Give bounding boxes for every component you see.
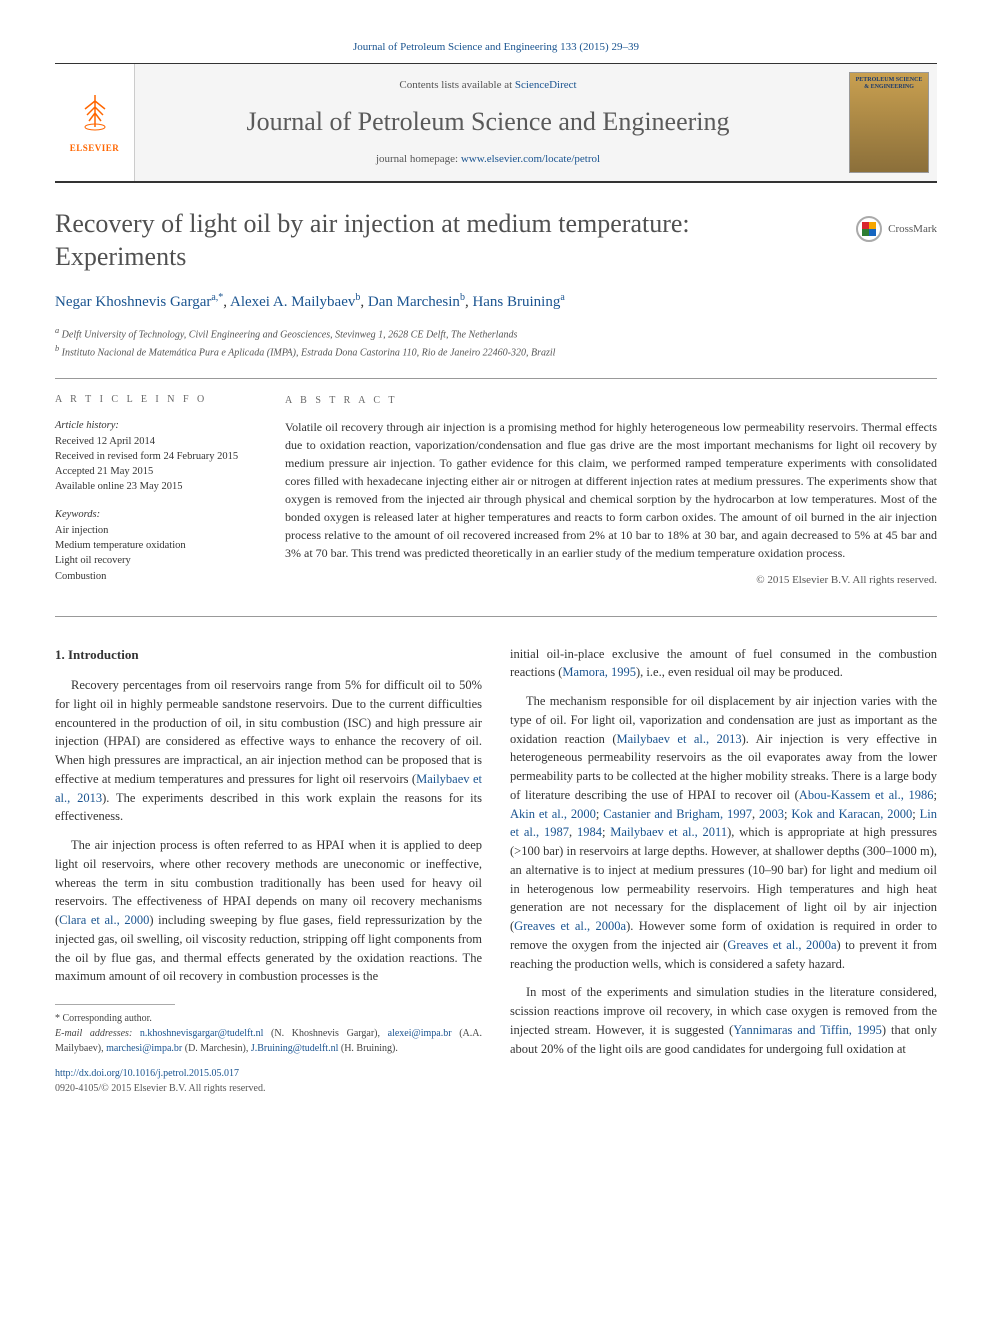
affiliations: a Delft University of Technology, Civil … [55, 325, 937, 360]
footnote-separator [55, 1004, 175, 1005]
right-paragraph-3: In most of the experiments and simulatio… [510, 983, 937, 1058]
header-center: Contents lists available at ScienceDirec… [135, 64, 841, 181]
text-run: , [752, 807, 759, 821]
affiliation-a-text: Delft University of Technology, Civil En… [62, 330, 518, 341]
elsevier-logo: ELSEVIER [55, 64, 135, 181]
name-3: (D. Marchesin), [182, 1043, 251, 1054]
cite-mamora-1995[interactable]: Mamora, 1995 [562, 665, 636, 679]
cite-lin-1984[interactable]: 1984 [577, 825, 602, 839]
left-column: 1. Introduction Recovery percentages fro… [55, 645, 482, 1097]
crossmark-icon [856, 216, 882, 242]
journal-homepage: journal homepage: www.elsevier.com/locat… [376, 152, 600, 167]
email-label: E-mail addresses: [55, 1028, 140, 1039]
text-run: ), which is appropriate at high pressure… [510, 825, 937, 933]
crossmark-label: CrossMark [888, 222, 937, 237]
affiliation-b: b Instituto Nacional de Matemática Pura … [55, 343, 937, 360]
cite-mailybaev-2011[interactable]: Mailybaev et al., 2011 [610, 825, 727, 839]
text-run: ; [934, 788, 937, 802]
text-run: Recovery percentages from oil reservoirs… [55, 678, 482, 786]
journal-cover-thumb: PETROLEUM SCIENCE & ENGINEERING [849, 72, 929, 173]
homepage-prefix: journal homepage: [376, 153, 461, 165]
journal-name: Journal of Petroleum Science and Enginee… [246, 104, 729, 140]
divider [55, 616, 937, 617]
left-paragraph-2: The air injection process is often refer… [55, 836, 482, 986]
right-paragraph-1: initial oil-in-place exclusive the amoun… [510, 645, 937, 683]
keywords-label: Keywords: [55, 507, 255, 522]
email-1[interactable]: n.khoshnevisgargar@tudelft.nl [140, 1028, 263, 1039]
cite-kok-2000[interactable]: Kok and Karacan, 2000 [791, 807, 912, 821]
left-paragraph-1: Recovery percentages from oil reservoirs… [55, 676, 482, 826]
name-4: (H. Bruining). [338, 1043, 397, 1054]
cite-clara-2000[interactable]: Clara et al., 2000 [59, 913, 149, 927]
citation-header: Journal of Petroleum Science and Enginee… [55, 40, 937, 55]
journal-header: ELSEVIER Contents lists available at Sci… [55, 63, 937, 183]
elsevier-label: ELSEVIER [70, 142, 120, 155]
right-paragraph-2: The mechanism responsible for oil displa… [510, 692, 937, 973]
cite-castanier-1997[interactable]: Castanier and Brigham, 1997 [603, 807, 752, 821]
text-run: ), i.e., even residual oil may be produc… [636, 665, 843, 679]
author-sep: , [360, 294, 368, 310]
footnotes: * Corresponding author. E-mail addresses… [55, 1011, 482, 1096]
doi: http://dx.doi.org/10.1016/j.petrol.2015.… [55, 1066, 482, 1081]
elsevier-tree-icon [77, 91, 113, 143]
name-1: (N. Khoshnevis Gargar), [263, 1028, 387, 1039]
keyword-2: Medium temperature oxidation [55, 538, 255, 553]
online: Available online 23 May 2015 [55, 479, 255, 494]
authors-line: Negar Khoshnevis Gargara,*, Alexei A. Ma… [55, 288, 937, 313]
cover-title: PETROLEUM SCIENCE & ENGINEERING [854, 77, 924, 90]
email-3[interactable]: marchesi@impa.br [106, 1043, 182, 1054]
text-run: ; [912, 807, 919, 821]
accepted: Accepted 21 May 2015 [55, 464, 255, 479]
history-label: Article history: [55, 418, 255, 433]
keyword-1: Air injection [55, 523, 255, 538]
abstract: A B S T R A C T Volatile oil recovery th… [285, 393, 937, 596]
cite-greaves-2000a[interactable]: Greaves et al., 2000a [514, 919, 626, 933]
abstract-text: Volatile oil recovery through air inject… [285, 418, 937, 562]
author-4-aff[interactable]: a [560, 292, 564, 303]
contents-prefix: Contents lists available at [399, 79, 514, 91]
text-run: ). The experiments described in this wor… [55, 791, 482, 824]
author-sep: , [223, 294, 230, 310]
issn-copyright: 0920-4105/© 2015 Elsevier B.V. All right… [55, 1081, 482, 1096]
cite-abou-kassem-1986[interactable]: Abou-Kassem et al., 1986 [799, 788, 934, 802]
contents-available: Contents lists available at ScienceDirec… [399, 78, 576, 93]
abstract-heading: A B S T R A C T [285, 393, 937, 408]
email-4[interactable]: J.Bruining@tudelft.nl [251, 1043, 339, 1054]
right-column: initial oil-in-place exclusive the amoun… [510, 645, 937, 1097]
cite-greaves-2000a-2[interactable]: Greaves et al., 2000a [727, 938, 836, 952]
author-1[interactable]: Negar Khoshnevis Gargar [55, 294, 211, 310]
article-info-heading: A R T I C L E I N F O [55, 393, 255, 408]
crossmark-badge[interactable]: CrossMark [856, 216, 937, 242]
affiliation-a: a Delft University of Technology, Civil … [55, 325, 937, 342]
section-1-heading: 1. Introduction [55, 645, 482, 665]
email-addresses: E-mail addresses: n.khoshnevisgargar@tud… [55, 1026, 482, 1056]
sciencedirect-link[interactable]: ScienceDirect [515, 79, 577, 91]
corresponding-author: * Corresponding author. [55, 1011, 482, 1026]
divider [55, 378, 937, 379]
keyword-3: Light oil recovery [55, 553, 255, 568]
cite-mailybaev-2013b[interactable]: Mailybaev et al., 2013 [617, 732, 742, 746]
cite-yannimaras-1995[interactable]: Yannimaras and Tiffin, 1995 [733, 1023, 882, 1037]
body-columns: 1. Introduction Recovery percentages fro… [55, 645, 937, 1097]
received: Received 12 April 2014 [55, 434, 255, 449]
author-3[interactable]: Dan Marchesin [368, 294, 460, 310]
email-2[interactable]: alexei@impa.br [388, 1028, 452, 1039]
doi-link[interactable]: http://dx.doi.org/10.1016/j.petrol.2015.… [55, 1068, 239, 1079]
keyword-4: Combustion [55, 569, 255, 584]
author-4[interactable]: Hans Bruining [472, 294, 560, 310]
revised: Received in revised form 24 February 201… [55, 449, 255, 464]
article-info: A R T I C L E I N F O Article history: R… [55, 393, 255, 596]
abstract-copyright: © 2015 Elsevier B.V. All rights reserved… [285, 572, 937, 589]
cite-castanier-2003[interactable]: 2003 [759, 807, 784, 821]
affiliation-b-text: Instituto Nacional de Matemática Pura e … [62, 347, 556, 358]
author-2[interactable]: Alexei A. Mailybaev [230, 294, 355, 310]
text-run: , [569, 825, 577, 839]
homepage-link[interactable]: www.elsevier.com/locate/petrol [461, 153, 600, 165]
cite-akin-2000[interactable]: Akin et al., 2000 [510, 807, 596, 821]
article-title: Recovery of light oil by air injection a… [55, 208, 856, 273]
